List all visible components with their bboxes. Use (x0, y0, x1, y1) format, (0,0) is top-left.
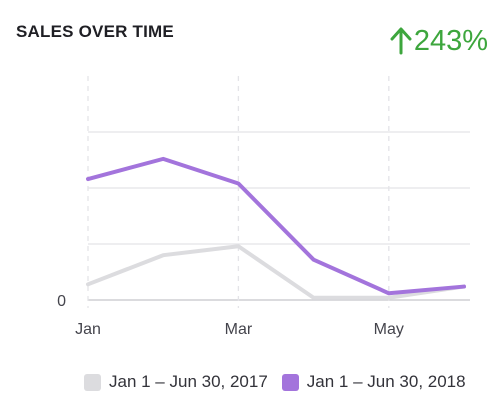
sales-change-indicator: 243% (390, 22, 488, 60)
line-chart: Jan Mar May 0 (57, 76, 470, 338)
y-tick-label: 0 (57, 293, 66, 310)
legend-label-2018: Jan 1 – Jun 30, 2018 (306, 372, 466, 391)
legend-item-2018[interactable]: Jan 1 – Jun 30, 2018 (281, 372, 466, 392)
x-tick-label: Mar (225, 321, 253, 338)
legend-swatch-2017 (84, 373, 101, 391)
series-line-2017 (86, 244, 466, 300)
chart-legend: Jan 1 – Jun 30, 2017 Jan 1 – Jun 30, 201… (84, 372, 466, 392)
chart-title: SALES OVER TIME (16, 22, 174, 41)
arrow-up-icon (390, 27, 412, 55)
legend-label-2017: Jan 1 – Jun 30, 2017 (109, 372, 268, 391)
sales-change-value: 243% (413, 25, 488, 57)
series-line-2018 (86, 156, 466, 296)
legend-item-2017[interactable]: Jan 1 – Jun 30, 2017 (84, 372, 268, 392)
x-tick-label: Jan (75, 321, 101, 338)
x-tick-label: May (374, 321, 404, 338)
legend-swatch-2018 (281, 373, 299, 391)
